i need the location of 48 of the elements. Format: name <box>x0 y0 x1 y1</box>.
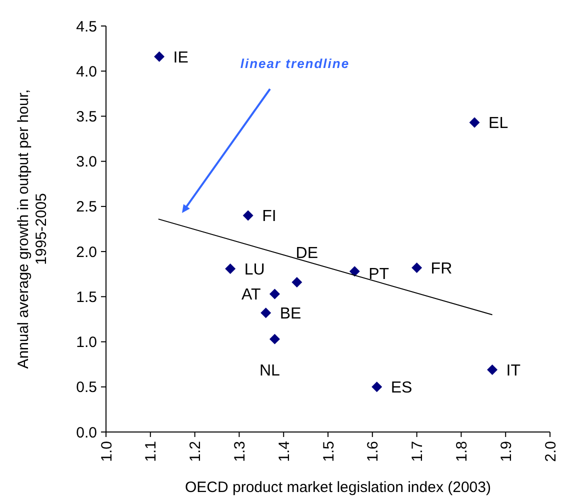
annotation: IT <box>506 362 521 380</box>
annotation: DE <box>296 244 318 262</box>
y-tick-label: 1.5 <box>76 288 97 306</box>
y-tick-label: 3.5 <box>76 108 97 126</box>
annotation: PT <box>368 266 390 284</box>
y-tick-label: 4.0 <box>76 63 97 80</box>
y-tick-label: 2.5 <box>76 198 97 216</box>
annotation: BE <box>280 306 302 323</box>
x-tick-label: 1.6 <box>364 441 382 462</box>
y-tick-label: 1.0 <box>76 334 97 352</box>
annotation: linear trendline <box>240 56 350 71</box>
x-tick-label: 1.7 <box>409 441 426 462</box>
x-tick-label: 1.5 <box>320 441 338 462</box>
x-tick-label: 1.9 <box>498 441 515 462</box>
annotation: FI <box>262 208 276 226</box>
annotation: LU <box>244 261 265 278</box>
point <box>269 288 280 300</box>
annotation: IE <box>173 49 188 66</box>
annotation: ES <box>390 379 412 396</box>
x-tick-label: 1.2 <box>187 441 204 462</box>
y-tick-label: 2.0 <box>76 244 97 261</box>
point <box>154 51 165 62</box>
point <box>349 266 360 277</box>
point <box>242 210 254 221</box>
y-tick-label: 0.0 <box>76 424 97 442</box>
point <box>260 308 272 318</box>
point <box>269 334 280 344</box>
annotation: EL <box>488 115 508 132</box>
y-tick-label: 4.5 <box>76 18 97 36</box>
y-tick-label: 3.0 <box>76 154 97 171</box>
annotation: FR <box>430 260 452 278</box>
x-tick-label: 1.3 <box>231 441 248 462</box>
x-tick-label: 1.1 <box>142 441 160 462</box>
x-tick-label: 1.0 <box>98 441 116 462</box>
point <box>469 117 480 128</box>
point <box>412 262 422 274</box>
y-tick-label: 0.5 <box>76 379 97 396</box>
x-axis-title: OECD product market legislation index (2003) <box>185 479 491 496</box>
point <box>292 276 302 288</box>
point <box>225 263 236 274</box>
point <box>372 382 382 392</box>
annotation: AT <box>241 286 261 304</box>
x-tick-label: 1.8 <box>453 441 470 462</box>
point <box>487 364 498 375</box>
annotation: NL <box>259 362 280 380</box>
x-tick-label: 2.0 <box>542 441 560 462</box>
y-axis-title: Annual average growth in output per hour, 1995-2005 <box>15 89 50 369</box>
x-tick-label: 1.4 <box>276 441 293 462</box>
